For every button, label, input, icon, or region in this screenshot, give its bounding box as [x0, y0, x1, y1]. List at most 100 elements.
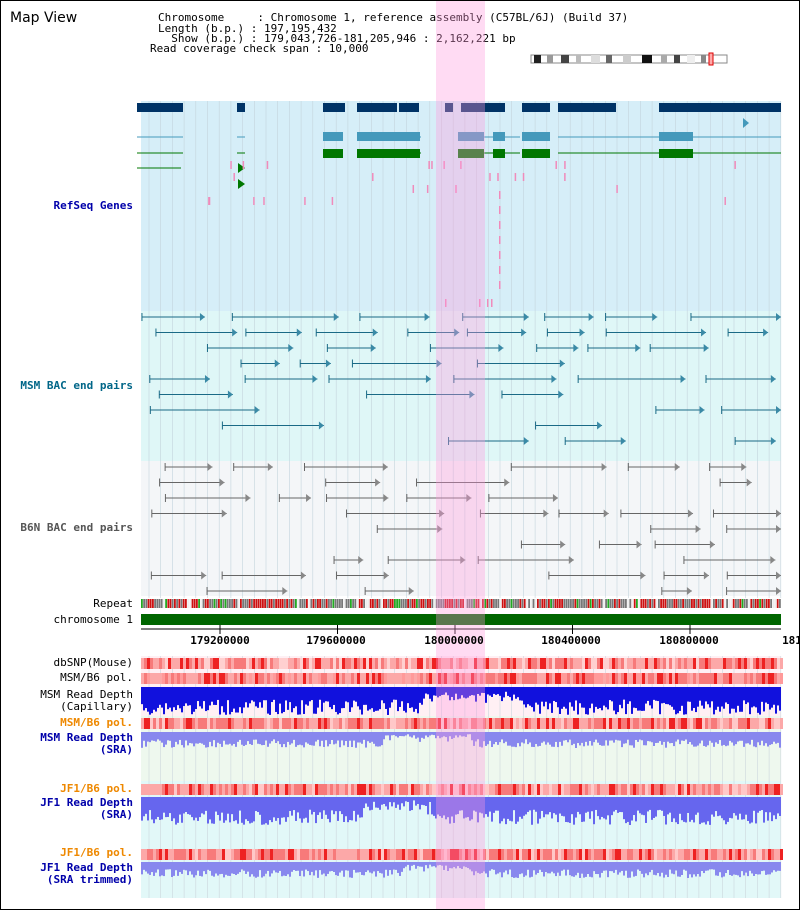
bac-end [770, 437, 776, 445]
heat-cell [603, 784, 606, 795]
depth-bar [345, 797, 347, 817]
depth-bar [739, 797, 741, 814]
depth-bar [203, 687, 205, 702]
heat-cell [195, 658, 198, 669]
depth-bar [313, 797, 315, 812]
heat-cell [708, 849, 711, 860]
repeat-mark [158, 599, 161, 608]
repeat-mark [684, 599, 687, 608]
depth-bar [657, 732, 659, 743]
depth-bar [331, 687, 333, 710]
depth-bar [257, 797, 259, 813]
depth-bar [581, 797, 583, 822]
depth-bar [245, 862, 247, 874]
depth-bar [337, 687, 339, 715]
depth-bar [163, 732, 165, 748]
heat-cell [531, 849, 534, 860]
depth-bar [563, 797, 565, 817]
depth-bar [587, 797, 589, 812]
heat-cell [348, 849, 351, 860]
depth-bar [661, 732, 663, 745]
heat-cell [447, 673, 450, 684]
heat-cell [276, 849, 279, 860]
depth-bar [249, 797, 251, 824]
depth-bar [183, 797, 185, 814]
depth-bar [367, 797, 369, 807]
depth-bar [247, 732, 249, 742]
depth-bar [571, 687, 573, 707]
depth-bar [605, 732, 607, 741]
heat-cell [144, 849, 147, 860]
depth-bar [419, 797, 421, 810]
depth-bar [433, 797, 435, 816]
heat-cell [654, 658, 657, 669]
depth-bar [243, 862, 245, 871]
depth-bar [205, 797, 207, 811]
heat-cell [774, 784, 777, 795]
heat-cell [159, 673, 162, 684]
depth-bar [649, 797, 651, 810]
heat-cell [255, 673, 258, 684]
depth-bar [287, 732, 289, 742]
depth-bar [209, 797, 211, 820]
repeat-mark [671, 599, 673, 608]
refseq-genes-label[interactable]: RefSeq Genes [53, 199, 133, 212]
heat-cell [312, 718, 315, 729]
depth-bar [255, 687, 257, 707]
exon-block [458, 132, 484, 141]
depth-bar [305, 797, 307, 818]
heat-cell [276, 658, 279, 669]
b6n-bac-label[interactable]: B6N BAC end pairs [20, 521, 133, 534]
exon-block [400, 132, 420, 141]
depth-bar [457, 732, 459, 738]
depth-bar [661, 687, 663, 704]
depth-bar [717, 687, 719, 707]
exon-block [458, 149, 484, 158]
depth-bar [443, 862, 445, 870]
heat-cell [411, 718, 414, 729]
heat-cell [171, 718, 174, 729]
heat-cell [591, 718, 594, 729]
heat-cell [582, 673, 585, 684]
heat-cell [465, 784, 468, 795]
ideogram-band [687, 55, 695, 63]
heat-cell [606, 718, 609, 729]
depth-bar [741, 732, 743, 741]
heat-cell [522, 673, 525, 684]
depth-bar [701, 797, 703, 823]
msm-bac-label[interactable]: MSM BAC end pairs [20, 379, 133, 392]
heat-cell [690, 718, 693, 729]
heat-cell [423, 673, 426, 684]
depth-bar [727, 797, 729, 822]
repeat-mark [565, 599, 568, 608]
heat-cell [690, 849, 693, 860]
heat-cell [351, 784, 354, 795]
depth-bar [733, 797, 735, 814]
heat-cell [168, 658, 171, 669]
depth-bar [579, 862, 581, 878]
depth-bar [279, 862, 281, 871]
repeat-mark [741, 599, 744, 608]
depth-bar [389, 687, 391, 708]
depth-bar [289, 862, 291, 877]
heat-cell [393, 784, 396, 795]
heat-cell [756, 718, 759, 729]
depth-bar [571, 797, 573, 815]
depth-bar [193, 687, 195, 712]
heat-cell [483, 673, 486, 684]
depth-bar [313, 862, 315, 876]
depth-bar [191, 687, 193, 715]
depth-bar [557, 862, 559, 873]
depth-bar [245, 732, 247, 745]
repeat-mark [614, 599, 616, 608]
depth-bar [721, 732, 723, 746]
depth-bar [711, 797, 713, 815]
depth-bar [389, 797, 391, 803]
heat-cell [381, 658, 384, 669]
depth-bar [471, 687, 473, 696]
depth-bar [527, 687, 529, 705]
gene-tick [372, 173, 374, 181]
depth-bar [259, 687, 261, 703]
heat-cell [339, 673, 342, 684]
